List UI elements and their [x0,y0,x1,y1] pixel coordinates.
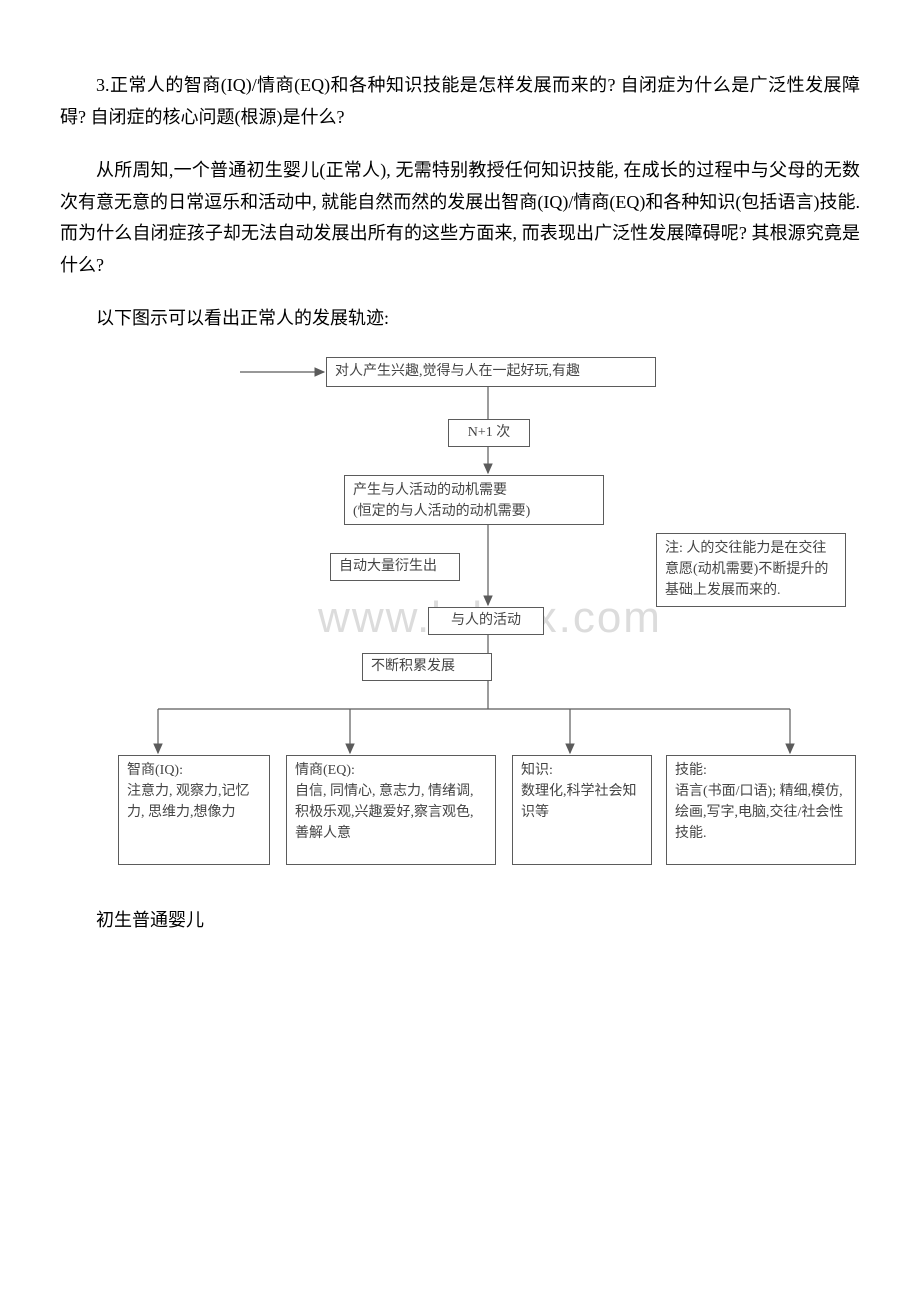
flow-node-text: 与人的活动 [451,610,521,631]
flow-node-activity: 与人的活动 [428,607,544,635]
flow-node-text: 不断积累发展 [371,656,455,677]
flow-node-title: 知识: [521,760,643,781]
diagram-caption: 初生普通婴儿 [60,905,860,937]
flow-node-body: 注意力, 观察力,记忆力, 思维力,想像力 [127,781,261,823]
flow-node-text: N+1 次 [468,422,511,443]
body-paragraph-2: 以下图示可以看出正常人的发展轨迹: [60,303,860,335]
flow-node-text: 产生与人活动的动机需要 (恒定的与人活动的动机需要) [353,483,530,519]
body-paragraph-1: 从所周知,一个普通初生婴儿(正常人), 无需特别教授任何知识技能, 在成长的过程… [60,155,860,281]
flow-node-body: 语言(书面/口语); 精细,模仿,绘画,写字,电脑,交往/社会性技能. [675,781,847,844]
flow-node-text: 对人产生兴趣,觉得与人在一起好玩,有趣 [335,361,580,382]
flow-node-skill: 技能: 语言(书面/口语); 精细,模仿,绘画,写字,电脑,交往/社会性技能. [666,755,856,865]
flowchart-container: www.bdocx.com 对人产生兴趣,觉得与人在一起好玩,有趣 N+1 次 … [110,357,870,897]
flow-node-iq: 智商(IQ): 注意力, 观察力,记忆力, 思维力,想像力 [118,755,270,865]
flow-node-motivation: 产生与人活动的动机需要 (恒定的与人活动的动机需要) [344,475,604,525]
flow-node-title: 情商(EQ): [295,760,487,781]
flow-note-text: 注: 人的交往能力是在交往意愿(动机需要)不断提升的基础上发展而来的. [665,541,828,598]
flow-node-interest: 对人产生兴趣,觉得与人在一起好玩,有趣 [326,357,656,387]
flow-node-accumulate: 不断积累发展 [362,653,492,681]
flow-node-body: 自信, 同情心, 意志力, 情绪调, 积极乐观,兴趣爱好,察言观色,善解人意 [295,781,487,844]
flow-node-eq: 情商(EQ): 自信, 同情心, 意志力, 情绪调, 积极乐观,兴趣爱好,察言观… [286,755,496,865]
flow-node-body: 数理化,科学社会知识等 [521,781,643,823]
flow-node-knowledge: 知识: 数理化,科学社会知识等 [512,755,652,865]
flow-node-text: 自动大量衍生出 [339,556,437,577]
flow-note: 注: 人的交往能力是在交往意愿(动机需要)不断提升的基础上发展而来的. [656,533,846,607]
heading-paragraph: 3.正常人的智商(IQ)/情商(EQ)和各种知识技能是怎样发展而来的? 自闭症为… [60,70,860,133]
flow-node-title: 技能: [675,760,847,781]
flow-node-nplus1: N+1 次 [448,419,530,447]
flow-node-derive: 自动大量衍生出 [330,553,460,581]
flow-node-title: 智商(IQ): [127,760,261,781]
